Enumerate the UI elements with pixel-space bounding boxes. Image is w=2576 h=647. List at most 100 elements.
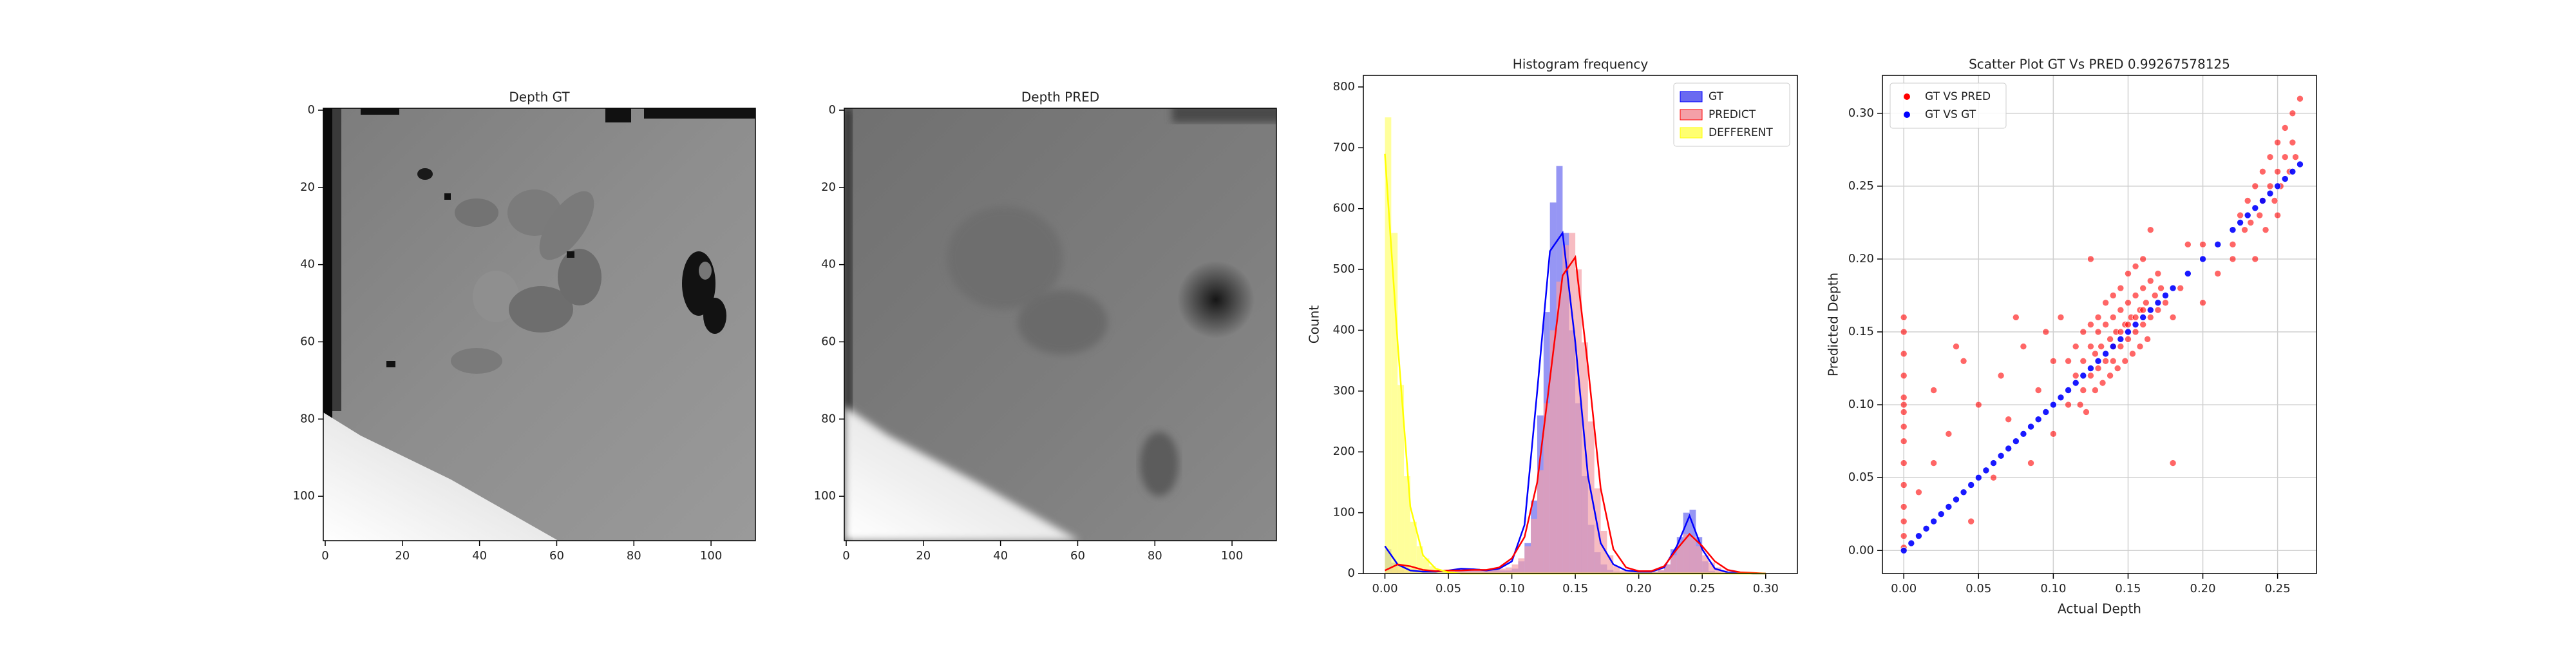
scatter-point [2099,379,2107,387]
scatter-point [2042,409,2050,416]
depth-gt-image [323,108,755,541]
chart-title: Scatter Plot GT Vs PRED 0.99267578125 [1969,57,2230,72]
histogram-bar [1461,570,1468,574]
x-tick-label: 60 [549,549,564,563]
histogram-bar [1537,470,1544,574]
scatter-point [2050,401,2057,409]
axes-frame [1882,75,2317,574]
y-tick-label: 400 [1333,323,1355,336]
scatter-point [2154,270,2162,277]
scatter-point [2281,175,2289,182]
scatter-point [2136,343,2144,350]
scatter-point [2027,423,2034,430]
scatter-point [1900,314,1908,321]
scatter-point [2281,153,2289,160]
scatter-point [2184,241,2192,248]
scatter-point [2117,343,2125,350]
scatter-point [2087,343,2094,350]
y-tick-label: 20 [821,180,836,194]
scatter-point [2034,416,2042,423]
histogram-bar [1683,534,1690,574]
scatter-point [2199,241,2206,248]
scatter-point [2020,430,2027,438]
y-tick-label: 0 [1348,566,1355,580]
scatter-point [2247,219,2255,226]
scatter-point [2079,372,2087,380]
histogram-bar [1620,570,1626,574]
scatter-point [1900,409,1908,416]
histogram-bar [1658,570,1665,574]
scatter-point [2143,299,2150,307]
scatter-point [2087,372,2094,380]
scatter-point [2125,336,2132,343]
scatter-point [2125,270,2132,277]
scatter-point [1915,532,1922,539]
scatter-point [2076,401,2084,409]
scatter-point [2117,306,2125,314]
histogram-bar [1714,567,1721,574]
y-tick-label: 40 [821,258,836,271]
histogram-bar [1404,476,1410,574]
y-tick-label: 0.15 [1848,325,1874,338]
x-tick-label: 0.15 [2115,582,2141,595]
scatter-point [2289,110,2297,117]
scatter-point [2109,357,2117,365]
histogram-bar [1581,342,1588,574]
scatter-point [2266,153,2274,160]
scatter-point [2027,459,2034,467]
scatter-point [2072,372,2079,380]
scatter-point [2094,328,2102,336]
scatter-point [2102,299,2109,307]
x-tick-label: 0 [321,549,328,563]
scatter-point [2117,328,2125,336]
chart-title: Histogram frequency [1513,57,1649,72]
histogram-bar [1416,546,1423,574]
scatter-point [2237,219,2244,226]
y-tick-label: 80 [821,412,836,425]
scatter-point [2065,387,2072,394]
scatter-point [2065,401,2072,409]
histogram-bar [1499,568,1506,574]
legend-box [1673,82,1790,147]
y-tick-label: 0.30 [1848,106,1874,120]
legend-marker [1904,111,1910,118]
histogram-bar [1676,543,1683,574]
scatter-point [2266,189,2274,197]
histogram-bar [1429,566,1436,574]
histogram-bar [1543,403,1550,574]
x-tick-label: 0.10 [1499,582,1525,595]
scatter-point [2020,343,2027,350]
scatter-point [2262,226,2269,234]
scatter-point [2107,336,2114,343]
scatter-point [2297,160,2304,168]
histogram-bar [1391,233,1398,574]
scatter-point [1960,488,1967,496]
scatter-point [2214,270,2222,277]
scatter-point [2125,321,2132,329]
histogram-bar [1689,537,1696,574]
scatter-point [2241,226,2248,234]
histogram-bar [1696,546,1703,574]
y-tick-label: 300 [1333,384,1355,398]
scatter-point [2259,197,2266,204]
scatter-point [2177,284,2184,292]
scatter-point [1990,459,1997,467]
scatter-point [2292,153,2299,160]
histogram-bar [1613,566,1620,574]
scatter-point [1997,452,2005,459]
scatter-point [2229,226,2237,234]
scatter-point [1990,474,1997,481]
scatter-point [2117,284,2125,292]
histogram-bar [1397,385,1405,574]
scatter-point [2251,255,2259,263]
histogram-bar [1480,570,1487,574]
legend-label: GT VS GT [1925,108,1976,121]
x-tick-label: 0.00 [1891,582,1917,595]
scatter-point [1900,459,1908,467]
y-tick-label: 100 [293,489,315,503]
scatter-point [2139,255,2146,263]
legend-label: GT [1709,90,1724,103]
histogram-bar [1410,521,1417,574]
scatter-point [2005,445,2012,452]
